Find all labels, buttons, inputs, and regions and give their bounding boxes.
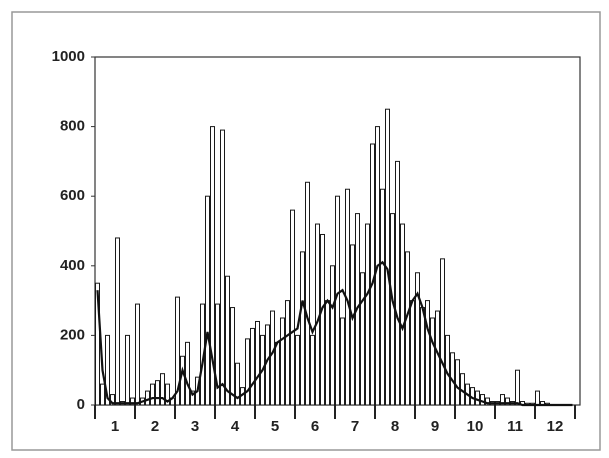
bar bbox=[215, 303, 220, 406]
bar bbox=[350, 244, 355, 406]
bar bbox=[535, 390, 540, 406]
bar bbox=[220, 129, 225, 406]
bar bbox=[150, 383, 155, 406]
bar bbox=[250, 327, 255, 406]
bar bbox=[245, 338, 250, 406]
bar bbox=[175, 296, 180, 406]
bar bbox=[95, 282, 100, 406]
bar bbox=[105, 334, 110, 406]
bar bbox=[300, 251, 305, 406]
bar bbox=[290, 209, 295, 406]
bar bbox=[135, 303, 140, 406]
bar bbox=[380, 188, 385, 406]
x-tick-label: 10 bbox=[467, 418, 484, 435]
bar bbox=[455, 359, 460, 406]
bar bbox=[275, 341, 280, 406]
bar bbox=[330, 265, 335, 406]
x-tick-label: 4 bbox=[231, 418, 240, 435]
x-tick-label: 7 bbox=[351, 418, 359, 435]
bar bbox=[310, 334, 315, 406]
y-tick-label: 600 bbox=[60, 187, 85, 204]
bar bbox=[505, 397, 510, 406]
y-tick-label: 200 bbox=[60, 326, 85, 343]
bar bbox=[285, 300, 290, 406]
bar bbox=[115, 237, 120, 406]
bar bbox=[325, 300, 330, 406]
bar bbox=[190, 390, 195, 406]
bar bbox=[205, 195, 210, 406]
bar bbox=[225, 275, 230, 406]
frame bbox=[11, 11, 601, 451]
line bbox=[96, 260, 573, 407]
bar bbox=[360, 272, 365, 406]
bar bbox=[385, 108, 390, 406]
bar bbox=[155, 380, 160, 406]
bar bbox=[340, 317, 345, 406]
bar bbox=[280, 317, 285, 406]
x-tick-label: 6 bbox=[311, 418, 319, 435]
bar bbox=[230, 307, 235, 406]
bar bbox=[235, 362, 240, 406]
bar bbox=[425, 300, 430, 406]
bar bbox=[145, 390, 150, 406]
bar bbox=[160, 373, 165, 406]
bar bbox=[420, 307, 425, 406]
bar bbox=[320, 233, 325, 406]
x-tick-label: 11 bbox=[507, 418, 523, 435]
y-tick-label: 1000 bbox=[52, 48, 85, 65]
bar bbox=[440, 258, 445, 406]
bar bbox=[395, 160, 400, 406]
y-tick-label: 800 bbox=[60, 118, 85, 135]
x-tick-label: 2 bbox=[151, 418, 159, 435]
x-tick-label: 3 bbox=[191, 418, 199, 435]
bar bbox=[125, 334, 130, 406]
bar bbox=[405, 251, 410, 406]
bar bbox=[210, 126, 215, 406]
bar bbox=[475, 390, 480, 406]
bar bbox=[430, 317, 435, 406]
bar bbox=[410, 300, 415, 406]
bar bbox=[365, 223, 370, 406]
bar bbox=[295, 334, 300, 406]
bar bbox=[515, 369, 520, 406]
bar bbox=[165, 383, 170, 406]
x-tick-label: 5 bbox=[271, 418, 279, 435]
bar bbox=[415, 272, 420, 406]
bar bbox=[480, 394, 485, 406]
x-tick-label: 12 bbox=[547, 418, 564, 435]
bar bbox=[185, 341, 190, 406]
bar bbox=[305, 181, 310, 406]
y-tick-label: 0 bbox=[77, 396, 85, 413]
x-tick-label: 9 bbox=[431, 418, 439, 435]
bar bbox=[500, 394, 505, 406]
x-tick-label: 8 bbox=[391, 418, 399, 435]
bar bbox=[400, 223, 405, 406]
bar bbox=[100, 383, 105, 406]
bar bbox=[130, 397, 135, 406]
y-tick-label: 400 bbox=[60, 257, 85, 274]
x-tick-label: 1 bbox=[111, 418, 119, 435]
bar bbox=[255, 320, 260, 406]
bar bbox=[270, 310, 275, 406]
